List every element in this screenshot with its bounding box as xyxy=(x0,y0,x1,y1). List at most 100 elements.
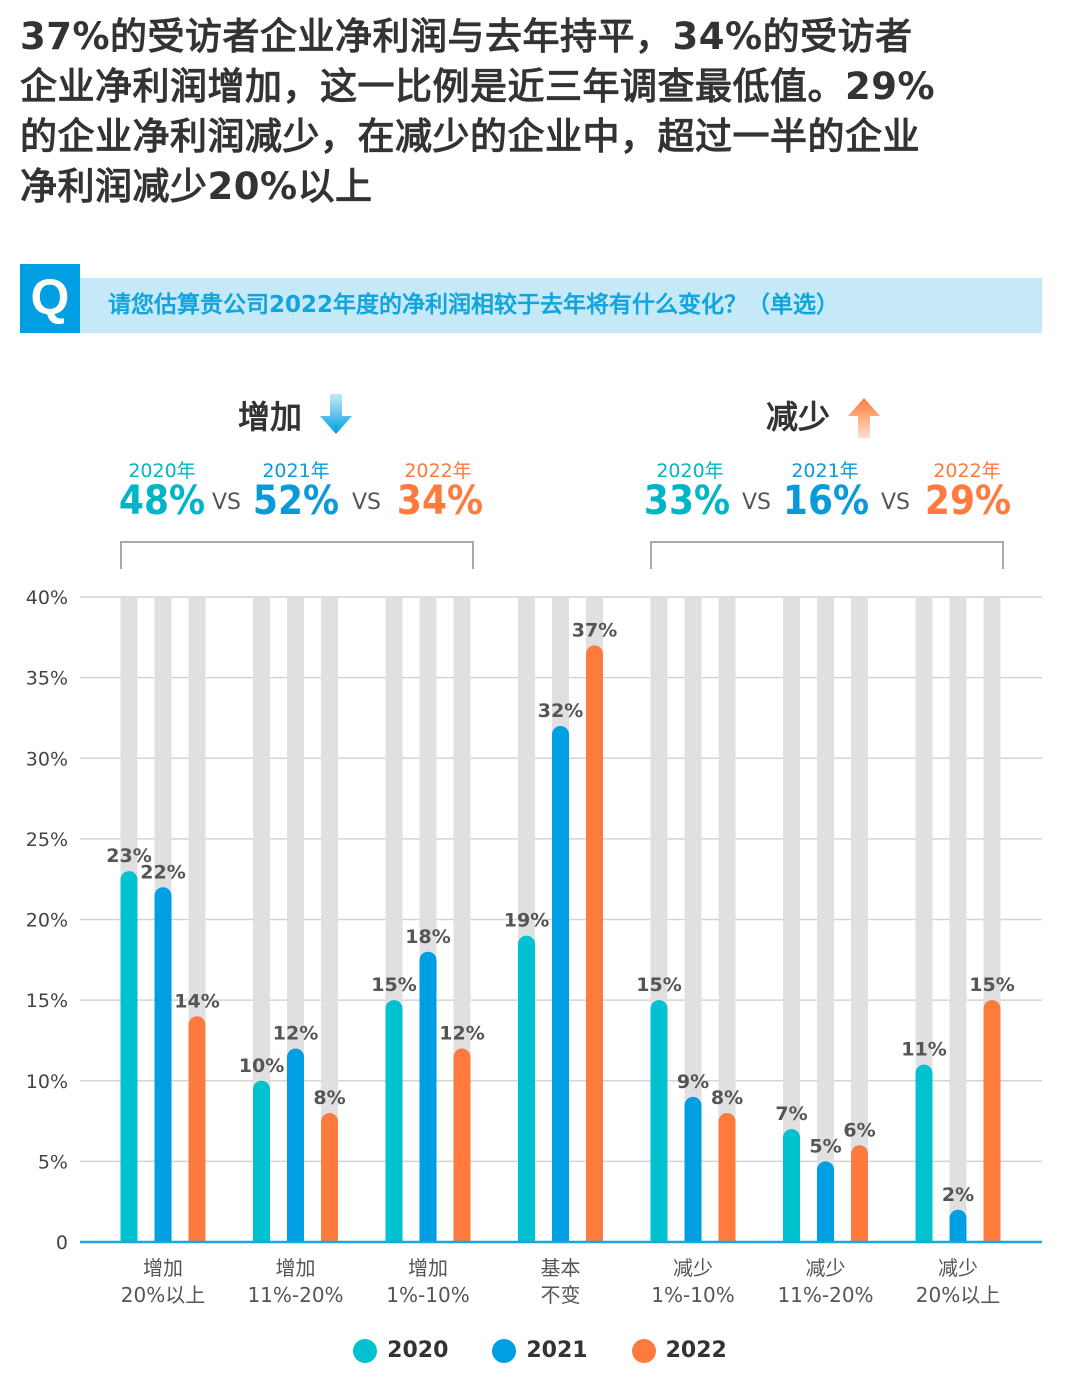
y-tick-label: 25% xyxy=(26,829,68,851)
y-tick-label: 15% xyxy=(26,990,68,1012)
bar-track xyxy=(949,597,967,1242)
decrease-2022-value: 29% xyxy=(924,478,1012,524)
bar-2021 xyxy=(287,1048,304,1242)
headline-line: 37%的受访者企业净利润与去年持平，34%的受访者 xyxy=(20,15,913,58)
year-label: 2021年 xyxy=(791,460,859,482)
vs-label: VS xyxy=(212,490,242,515)
bar-chart: 0 5% 10% 15% 20% 25% 30% 35% 40% 23%22% 14% 增加 20%以上… xyxy=(26,587,1042,1307)
bar-2022 xyxy=(453,1048,471,1242)
increase-2022-value: 34% xyxy=(396,478,484,524)
decrease-2021-value: 16% xyxy=(782,478,870,524)
legend-item-2021: 2021 xyxy=(492,1338,588,1363)
legend-label: 2020 xyxy=(387,1338,449,1363)
x-tick-label: 增加 xyxy=(408,1256,448,1280)
x-tick-label: 不变 xyxy=(541,1283,581,1307)
bar-2022 xyxy=(983,1000,1001,1242)
headline-line: 的企业净利润减少，在减少的企业中，超过一半的企业 xyxy=(20,115,920,158)
data-label: 10% xyxy=(239,1055,284,1077)
bar-2021 xyxy=(419,951,437,1242)
y-tick-label: 40% xyxy=(26,587,68,609)
x-tick-label: 增加 xyxy=(276,1256,316,1280)
year-label: 2020年 xyxy=(128,460,196,482)
x-tick-label: 11%-20% xyxy=(247,1283,343,1307)
decrease-2020-value: 33% xyxy=(643,478,731,524)
data-label: 22% xyxy=(140,861,185,883)
bar-2021 xyxy=(552,726,569,1242)
decrease-title-text: 减少 xyxy=(766,398,831,436)
data-label: 19% xyxy=(504,910,549,932)
bar-track xyxy=(718,597,736,1242)
bar-2022 xyxy=(851,1145,868,1242)
data-label: 14% xyxy=(174,990,219,1012)
data-label: 2% xyxy=(942,1184,974,1206)
x-tick-label: 基本 xyxy=(541,1256,581,1280)
vs-label: VS xyxy=(352,490,382,515)
question-badge: Q xyxy=(20,264,80,333)
data-label: 6% xyxy=(843,1119,875,1141)
legend: 2020 2021 2022 xyxy=(0,1338,1080,1363)
data-label: 12% xyxy=(273,1023,318,1045)
y-tick-label: 35% xyxy=(26,668,68,690)
y-tick-label: 5% xyxy=(38,1151,68,1173)
x-tick-label: 减少 xyxy=(673,1256,713,1280)
data-label: 32% xyxy=(538,700,583,722)
year-label: 2022年 xyxy=(404,460,472,482)
bar-track xyxy=(684,597,702,1242)
legend-swatch xyxy=(492,1338,517,1363)
legend-label: 2022 xyxy=(665,1338,727,1363)
bar-2021 xyxy=(817,1161,834,1242)
bar-2022 xyxy=(188,1016,206,1242)
vs-label: VS xyxy=(742,490,772,515)
bar-2021 xyxy=(154,887,172,1242)
arrow-down-icon xyxy=(320,394,353,434)
data-label: 18% xyxy=(405,926,450,948)
increase-2020-value: 48% xyxy=(118,478,206,524)
bar-track xyxy=(817,597,834,1242)
y-tick-label: 0 xyxy=(56,1232,68,1254)
y-tick-label: 10% xyxy=(26,1071,68,1093)
headline: 37%的受访者企业净利润与去年持平，34%的受访者 企业净利润增加，这一比例是近… xyxy=(20,12,1070,212)
decrease-title: 减少 xyxy=(766,392,881,438)
data-label: 7% xyxy=(775,1103,807,1125)
bar-2020 xyxy=(253,1080,270,1242)
data-label: 12% xyxy=(439,1023,484,1045)
y-tick-label: 20% xyxy=(26,910,68,932)
x-tick-label: 增加 xyxy=(143,1256,183,1280)
bar-2022 xyxy=(321,1113,338,1242)
bar-2021 xyxy=(949,1209,967,1242)
bar-track xyxy=(783,597,800,1242)
data-label: 11% xyxy=(901,1039,946,1061)
data-label: 15% xyxy=(371,974,416,996)
data-label: 23% xyxy=(106,845,151,867)
increase-title-text: 增加 xyxy=(238,398,303,436)
year-label: 2020年 xyxy=(656,460,724,482)
bar-2020 xyxy=(518,935,535,1242)
legend-item-2022: 2022 xyxy=(631,1338,727,1363)
x-tick-label: 20%以上 xyxy=(121,1283,205,1307)
question-text: 请您估算贵公司2022年度的净利润相较于去年将有什么变化？（单选） xyxy=(108,292,840,318)
bar-track xyxy=(321,597,338,1242)
increase-title: 增加 xyxy=(238,392,353,438)
data-label: 37% xyxy=(572,619,617,641)
question-banner: Q 请您估算贵公司2022年度的净利润相较于去年将有什么变化？（单选） xyxy=(20,264,1042,333)
x-tick-label: 减少 xyxy=(806,1256,846,1280)
headline-line: 企业净利润增加，这一比例是近三年调查最低值。29% xyxy=(20,65,936,108)
data-label: 8% xyxy=(313,1087,345,1109)
data-label: 8% xyxy=(711,1087,743,1109)
x-tick-label: 11%-20% xyxy=(777,1283,873,1307)
x-tick-label: 1%-10% xyxy=(651,1283,734,1307)
y-tick-label: 30% xyxy=(26,748,68,770)
arrow-up-icon xyxy=(848,398,881,438)
bar-2020 xyxy=(385,1000,403,1242)
decrease-bracket xyxy=(650,541,1004,569)
bar-2022 xyxy=(718,1113,736,1242)
data-label: 9% xyxy=(677,1071,709,1093)
year-label: 2022年 xyxy=(933,460,1001,482)
x-tick-label: 20%以上 xyxy=(916,1283,1000,1307)
data-label: 15% xyxy=(969,974,1014,996)
bar-track xyxy=(851,597,868,1242)
legend-label: 2021 xyxy=(526,1338,588,1363)
headline-line: 净利润减少20%以上 xyxy=(20,165,373,208)
bar-2022 xyxy=(586,645,603,1242)
